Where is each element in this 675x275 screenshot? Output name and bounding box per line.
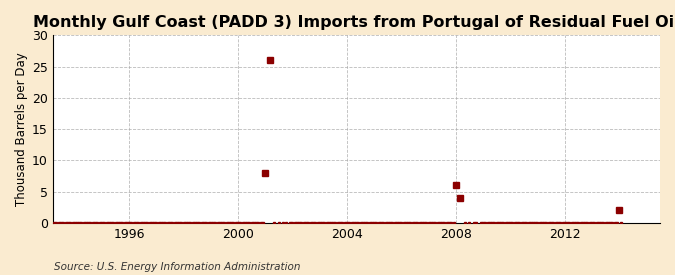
Y-axis label: Thousand Barrels per Day: Thousand Barrels per Day [15,52,28,206]
Text: Source: U.S. Energy Information Administration: Source: U.S. Energy Information Administ… [54,262,300,272]
Title: Monthly Gulf Coast (PADD 3) Imports from Portugal of Residual Fuel Oil: Monthly Gulf Coast (PADD 3) Imports from… [33,15,675,30]
